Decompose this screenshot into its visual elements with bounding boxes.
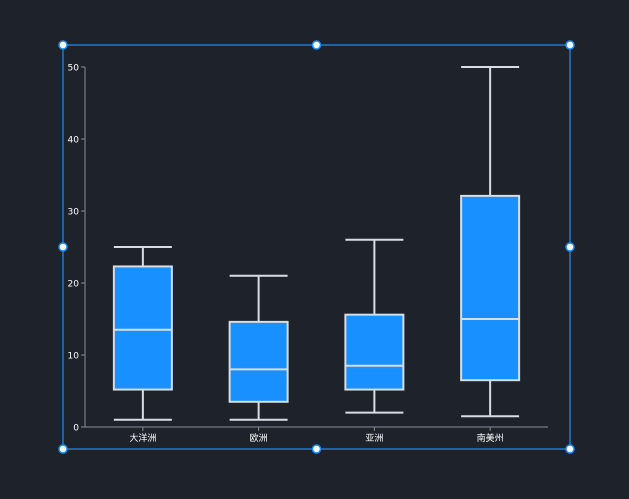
y-tick-label: 30 <box>68 208 80 218</box>
resize-handle-bottom-left[interactable] <box>58 444 68 454</box>
y-axis-ticks: 0 10 20 30 40 50 <box>68 64 85 434</box>
box-body <box>228 320 289 403</box>
x-tick-label: 欧洲 <box>250 432 268 444</box>
x-axis-labels: 大洋洲 欧洲 亚洲 南美州 <box>129 427 504 444</box>
resize-handle-bottom-mid[interactable] <box>311 444 322 454</box>
resize-handle-bottom-right[interactable] <box>565 444 575 454</box>
box-series <box>112 66 521 421</box>
resize-handle-mid-right[interactable] <box>565 242 575 252</box>
y-tick-label: 50 <box>68 64 80 74</box>
x-tick-label: 亚洲 <box>365 433 383 444</box>
y-tick-label: 0 <box>73 424 79 434</box>
y-tick-label: 10 <box>68 352 80 362</box>
resize-handle-mid-left[interactable] <box>58 242 68 252</box>
resize-handle-top-mid[interactable] <box>311 40 322 50</box>
resize-handles[interactable] <box>58 40 575 454</box>
resize-handle-top-left[interactable] <box>58 40 68 50</box>
x-tick-label: 大洋洲 <box>129 432 156 444</box>
x-tick-label: 南美州 <box>477 432 504 444</box>
y-tick-label: 40 <box>68 136 80 146</box>
resize-handle-top-right[interactable] <box>565 40 575 50</box>
box-body <box>344 313 405 391</box>
box-body <box>460 194 521 382</box>
y-tick-label: 20 <box>68 280 80 290</box>
box-body <box>112 265 173 391</box>
